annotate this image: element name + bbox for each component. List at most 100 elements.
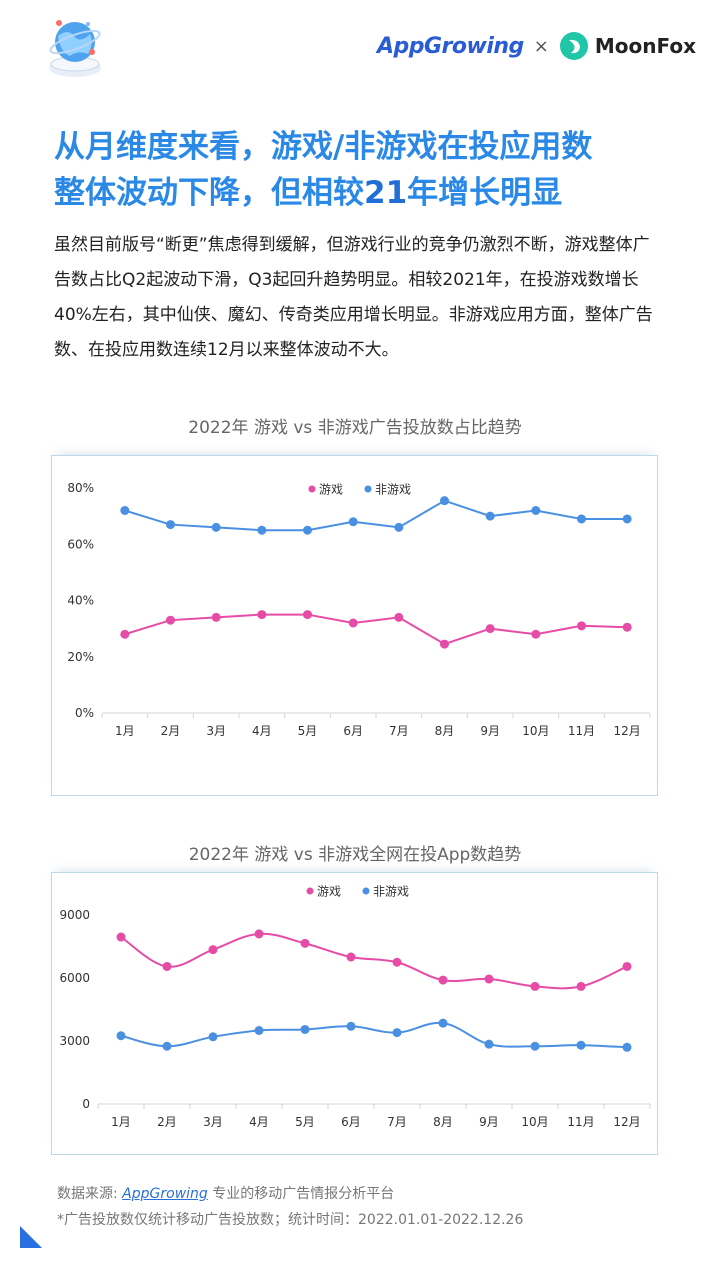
chart1-ytick-1: 20% <box>67 650 94 664</box>
chart1-title: 2022年 游戏 vs 非游戏广告投放数占比趋势 <box>188 418 522 438</box>
chart2-series-0-point-5 <box>346 952 356 962</box>
footnote: *广告投放数仅统计移动广告投放数；统计时间：2022.01.01-2022.12… <box>57 1212 524 1228</box>
chart2-series-1-point-10 <box>576 1040 586 1050</box>
appgrowing-logo: AppGrowing <box>376 33 524 59</box>
chart2-xtick-7: 8月 <box>433 1115 453 1129</box>
chart1-ytick-4: 80% <box>67 481 94 495</box>
chart1-legend-marker-1 <box>364 485 372 493</box>
title-line-1: 从月维度来看，游戏/非游戏在投应用数 <box>54 129 593 165</box>
chart2-xtick-3: 4月 <box>249 1115 269 1129</box>
chart1-xtick-4: 5月 <box>298 724 318 738</box>
chart1-ytick-0: 0% <box>75 706 94 720</box>
chart1-series-1-point-8 <box>485 511 495 521</box>
chart1-ytick-2: 40% <box>67 594 94 608</box>
chart1-series-0-point-11 <box>622 622 632 632</box>
moonfox-logo: MoonFox <box>559 31 696 61</box>
moonfox-label: MoonFox <box>594 34 696 58</box>
chart1-series-0-point-3 <box>257 610 267 620</box>
chart1-series-0-point-2 <box>211 612 221 622</box>
chart2-legend-label-1: 非游戏 <box>373 885 409 899</box>
chart1-series-1-point-6 <box>394 522 404 532</box>
chart1-xtick-6: 7月 <box>389 724 409 738</box>
brand-separator: × <box>533 35 549 57</box>
appgrowing-link[interactable]: AppGrowing <box>122 1186 208 1202</box>
chart2-xtick-9: 10月 <box>521 1115 548 1129</box>
chart1-series-1-point-3 <box>257 525 267 535</box>
chart2-series-1-point-11 <box>622 1042 632 1052</box>
chart2-series-1-point-3 <box>254 1026 264 1035</box>
chart2-series-0-point-0 <box>116 932 126 942</box>
chart2-series-0-point-10 <box>576 981 586 991</box>
chart1-xtick-9: 10月 <box>522 724 549 738</box>
intro-paragraph: 虽然目前版号“断更”焦虑得到缓解，但游戏行业的竞争仍激烈不断，游戏整体广告数占比… <box>54 235 653 360</box>
chart2-series-1-point-0 <box>116 1031 126 1041</box>
chart2-legend: 游戏 非游戏 <box>306 885 409 899</box>
globe-logo-icon <box>49 20 101 77</box>
chart1-series-1-point-2 <box>211 522 221 532</box>
chart1-xtick-10: 11月 <box>568 724 595 738</box>
chart2-series-line-0 <box>120 932 628 990</box>
chart2-series-1-point-6 <box>392 1028 402 1038</box>
chart1-series-0-point-8 <box>485 624 495 634</box>
chart2-app-count-trend: 游戏 非游戏 0 3000 6000 9000 1月 2月 3月 4月 5月 6月 7月 8月 9月 10月 1… <box>59 885 651 1129</box>
chart1-xtick-2: 3月 <box>206 724 226 738</box>
chart1-series-1-point-10 <box>577 514 586 524</box>
chart1-xtick-1: 2月 <box>161 724 181 738</box>
chart2-title: 2022年 游戏 vs 非游戏全网在投App数趋势 <box>188 845 522 865</box>
chart1-series-0-point-7 <box>440 639 449 649</box>
brand-bar: AppGrowing × MoonFox <box>377 30 696 62</box>
chart2-series-1-point-5 <box>346 1021 356 1031</box>
chart2-xtick-11: 12月 <box>613 1115 640 1129</box>
chart1-legend-label-1: 非游戏 <box>375 483 411 497</box>
chart2-series-line-1 <box>120 1021 628 1049</box>
chart2-series-0-point-1 <box>162 961 172 971</box>
chart2-ytick-1: 3000 <box>59 1034 90 1048</box>
chart1-series-0-point-10 <box>577 621 586 631</box>
chart2-panel: 游戏 非游戏 0 3000 6000 9000 1月 2月 3月 4月 5月 6月 7月 8月 9月 10月 1… <box>51 872 658 1155</box>
chart2-series-1-point-1 <box>162 1041 172 1051</box>
chart1-series-1-point-11 <box>622 514 632 524</box>
chart1-ytick-3: 60% <box>67 537 94 551</box>
title-line-2-post: 年增长明显 <box>407 175 563 211</box>
chart1-legend: 游戏 非游戏 <box>308 483 411 497</box>
chart2-xtick-6: 7月 <box>387 1115 407 1129</box>
chart1-legend-label-0: 游戏 <box>319 483 343 497</box>
chart2-xtick-2: 3月 <box>203 1115 223 1129</box>
chart1-series-line-1 <box>124 499 628 532</box>
data-source: 数据来源: AppGrowing 专业的移动广告情报分析平台 <box>57 1183 394 1203</box>
chart2-series-1-point-4 <box>300 1024 310 1034</box>
chart1-series-1-point-9 <box>531 506 541 515</box>
chart1-xtick-11: 12月 <box>614 724 641 738</box>
chart1-series-0-point-5 <box>348 618 358 628</box>
chart1-legend-marker-0 <box>308 485 316 493</box>
chart2-series-1-point-2 <box>208 1032 218 1042</box>
chart1-series-1-point-5 <box>348 517 358 527</box>
chart1-panel: 游戏 非游戏 0% 20% 40% 60% 80% 1月 2月 3月 4月 5月 6月 7月 8月 9月 10月… <box>51 455 658 796</box>
chart2-xtick-5: 6月 <box>341 1115 361 1129</box>
chart1-xtick-5: 6月 <box>343 724 363 738</box>
chart2-xtick-10: 11月 <box>567 1115 594 1129</box>
page-title: 从月维度来看，游戏/非游戏在投应用数 整体波动下降，但相较21年增长明显 <box>54 124 674 216</box>
chart2-series-1-point-8 <box>484 1039 494 1049</box>
title-line-2-em: 21 <box>364 175 408 211</box>
chart1-series-0-point-1 <box>166 615 175 625</box>
chart2-xtick-4: 5月 <box>295 1115 315 1129</box>
chart1-series-1-point-0 <box>120 506 130 515</box>
chart2-ytick-3: 9000 <box>59 908 90 922</box>
chart1-series-0-point-9 <box>531 629 541 639</box>
chart2-series-0-point-11 <box>622 961 632 971</box>
chart1-series-1-point-7 <box>440 496 449 506</box>
chart1-xtick-8: 9月 <box>480 724 500 738</box>
chart2-series-0-point-6 <box>392 957 402 967</box>
chart1-xtick-7: 8月 <box>435 724 455 738</box>
chart1-series-0-point-4 <box>303 610 312 620</box>
moonfox-icon <box>559 32 588 60</box>
chart2-series-1-point-9 <box>530 1041 540 1051</box>
chart1-xtick-3: 4月 <box>252 724 272 738</box>
chart1-series-1-point-1 <box>166 520 175 530</box>
chart2-ytick-0: 0 <box>82 1097 90 1111</box>
chart2-legend-marker-1 <box>362 887 370 895</box>
chart2-xtick-0: 1月 <box>111 1115 131 1129</box>
source-label: 数据来源: <box>57 1186 123 1202</box>
chart2-series-0-point-4 <box>300 938 310 948</box>
